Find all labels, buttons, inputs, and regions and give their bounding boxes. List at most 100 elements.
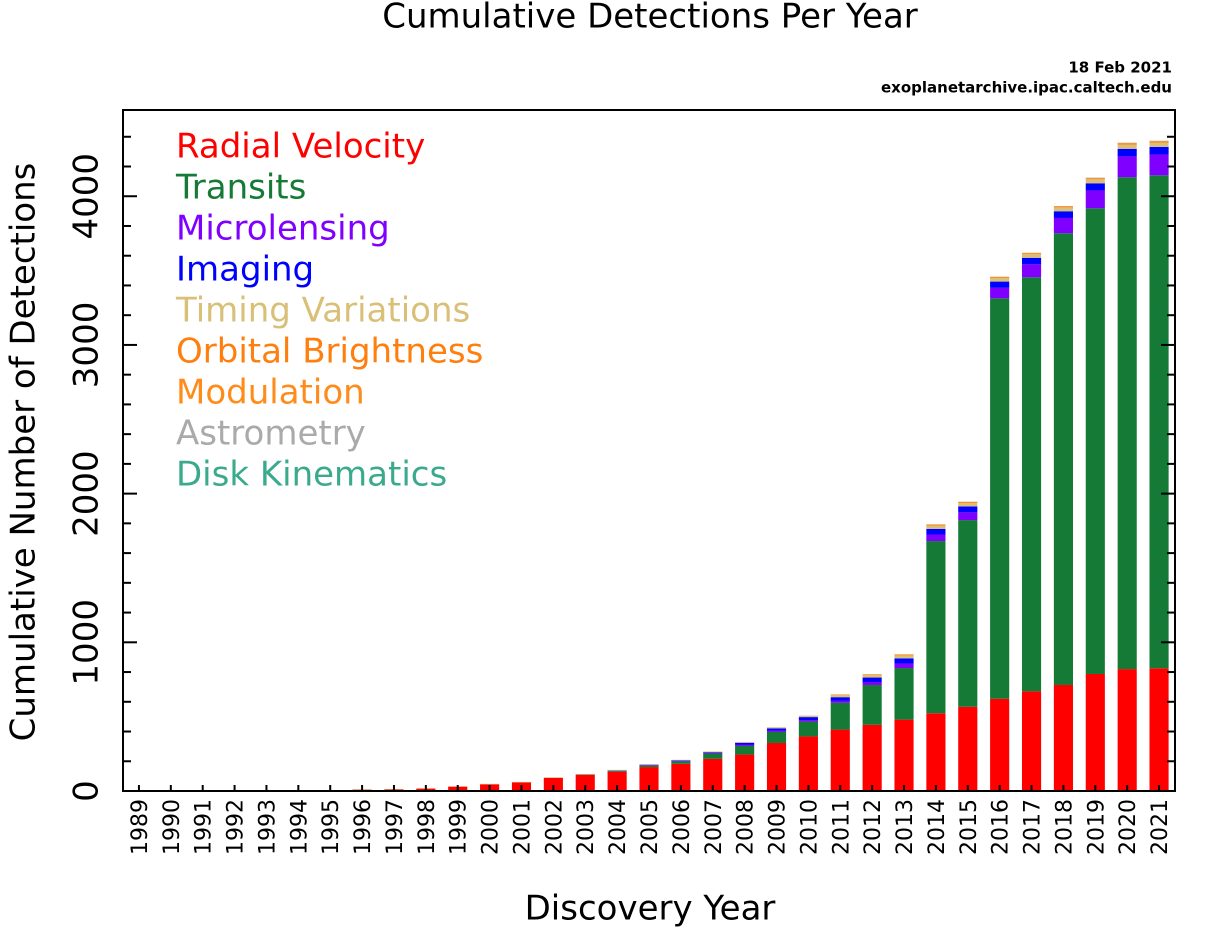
bar-segment	[1149, 141, 1169, 143]
x-tick-label: 2003	[574, 799, 599, 855]
bar-segment	[766, 731, 787, 743]
x-tick-label: 2014	[925, 799, 950, 855]
bar-segment	[1117, 156, 1137, 178]
bar-segment	[766, 727, 787, 729]
bar-segment	[1149, 668, 1169, 791]
bar-segment	[766, 730, 787, 732]
bar-segment	[894, 658, 914, 664]
bar-segment	[1085, 673, 1105, 791]
bar-segment	[798, 720, 818, 722]
x-tick-label: 1990	[160, 799, 185, 855]
bar-segment	[862, 677, 882, 683]
bar-segment	[1021, 277, 1042, 692]
bar-segment	[894, 668, 914, 720]
bar-segment	[862, 674, 882, 678]
bar-segment	[894, 655, 914, 659]
bar-segment	[1117, 144, 1137, 149]
x-tick-label: 1996	[351, 799, 376, 855]
bar-segment	[958, 706, 978, 791]
x-tick-label: 1999	[447, 799, 472, 855]
plot-frame	[122, 109, 1176, 792]
bar-segment	[830, 700, 850, 703]
legend-entry: Orbital Brightness	[176, 332, 483, 372]
x-tick-label: 2005	[638, 799, 663, 855]
bar-segment	[639, 767, 659, 791]
bar-segment	[671, 763, 691, 791]
bar-segment	[862, 682, 882, 685]
y-tick-label: 3000	[67, 302, 107, 389]
bar-segment	[1021, 253, 1042, 255]
bar-segment	[830, 697, 850, 701]
bar-segment	[703, 752, 723, 754]
bar-segment	[703, 758, 723, 791]
bar-segment	[1053, 684, 1073, 791]
legend-entry: Timing Variations	[175, 291, 470, 331]
bar-segment	[958, 502, 978, 507]
bar-segment	[926, 524, 946, 526]
bar-segment	[862, 684, 882, 725]
legend-entry: Imaging	[176, 250, 314, 290]
bar-segment	[1085, 179, 1105, 184]
x-tick-label: 1998	[415, 799, 440, 855]
bar-segment	[735, 742, 755, 745]
bar-segment	[671, 761, 691, 764]
x-tick-label: 2018	[1052, 799, 1077, 855]
x-tick-label: 1992	[224, 799, 249, 855]
bar-segment	[990, 277, 1010, 279]
bar-segment	[798, 715, 818, 718]
bar-segment	[1085, 190, 1105, 209]
x-tick-label: 2012	[861, 799, 886, 855]
bar-segment	[990, 298, 1010, 699]
bar-segment	[1085, 183, 1105, 191]
bar-segment	[894, 663, 914, 669]
bar-segment	[1149, 175, 1169, 669]
bar-segment	[766, 742, 787, 791]
x-tick-label: 2009	[766, 799, 791, 855]
bar-segment	[671, 760, 691, 762]
bar-segment	[1053, 217, 1073, 234]
bar-segment	[607, 771, 627, 791]
source-note: exoplanetarchive.ipac.caltech.edu	[881, 79, 1172, 97]
bar-segment	[798, 717, 818, 721]
bar-segment	[958, 520, 978, 707]
bar-segment	[703, 752, 723, 753]
bar-segment	[926, 528, 946, 535]
bar-segment	[1021, 257, 1042, 265]
bar-segment	[1053, 211, 1073, 218]
x-tick-label: 2001	[510, 799, 535, 855]
bar-segment	[798, 736, 818, 791]
bar-segment	[735, 754, 755, 791]
x-tick-label: 2019	[1084, 799, 1109, 855]
bar-segment	[1021, 264, 1042, 278]
bar-segment	[1021, 254, 1042, 258]
bar-segment	[1149, 142, 1169, 147]
x-tick-label: 2000	[479, 799, 504, 855]
x-tick-label: 2017	[1021, 799, 1046, 855]
bar-segment	[958, 502, 978, 503]
x-tick-label: 2002	[542, 799, 567, 855]
bar-segment	[830, 694, 850, 698]
bar-segment	[671, 760, 691, 761]
x-tick-label: 2004	[606, 799, 631, 855]
x-axis-label: Discovery Year	[525, 889, 776, 929]
bar-segment	[703, 753, 723, 759]
bar-segment	[1149, 146, 1169, 155]
y-tick-label: 4000	[67, 153, 107, 240]
bar-segment	[958, 512, 978, 521]
x-tick-label: 2020	[1116, 799, 1141, 855]
bar-segment	[1149, 154, 1169, 176]
x-tick-label: 2016	[989, 799, 1014, 855]
bar-segment	[798, 721, 818, 737]
x-tick-label: 1997	[383, 799, 408, 855]
legend-entry: Astrometry	[176, 414, 366, 454]
bar-segment	[735, 745, 755, 755]
bar-segment	[1117, 177, 1137, 670]
bar-segment	[862, 724, 882, 791]
bar-segment	[990, 287, 1010, 299]
x-tick-label: 2011	[829, 799, 854, 855]
bar-segment	[639, 765, 659, 768]
x-tick-label: 2006	[670, 799, 695, 855]
x-tick-label: 1991	[192, 799, 217, 855]
bar-segment	[607, 770, 627, 772]
